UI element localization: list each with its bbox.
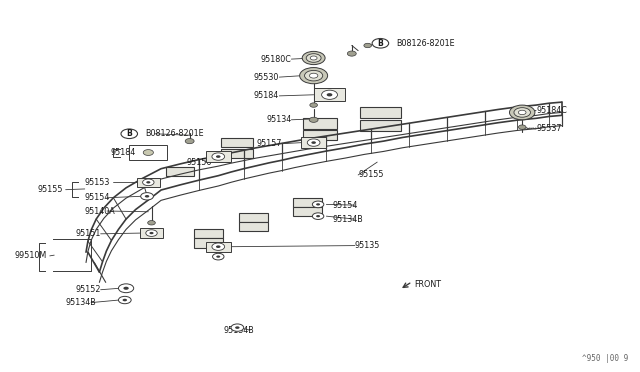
Bar: [293, 207, 321, 217]
Bar: [221, 138, 253, 147]
Bar: [221, 149, 253, 158]
Circle shape: [146, 230, 157, 236]
Circle shape: [312, 213, 324, 219]
Bar: [195, 229, 223, 238]
Bar: [303, 118, 337, 129]
Circle shape: [306, 54, 321, 62]
Bar: [137, 178, 160, 187]
Text: 95134B: 95134B: [223, 326, 254, 335]
Text: B: B: [378, 39, 383, 48]
Circle shape: [121, 129, 138, 138]
Circle shape: [212, 253, 224, 260]
Text: 95154: 95154: [84, 193, 110, 202]
Text: 95135: 95135: [355, 241, 380, 250]
Bar: [301, 137, 326, 148]
Circle shape: [143, 150, 154, 155]
Text: 95156: 95156: [186, 158, 212, 167]
Bar: [166, 167, 195, 176]
Circle shape: [364, 43, 371, 48]
Text: 95140A: 95140A: [84, 206, 115, 215]
Circle shape: [509, 105, 535, 120]
Circle shape: [150, 232, 154, 234]
Circle shape: [326, 93, 332, 96]
Circle shape: [118, 284, 134, 293]
Text: 95152: 95152: [76, 285, 100, 294]
Circle shape: [316, 203, 320, 206]
Text: 95151: 95151: [76, 229, 100, 238]
Circle shape: [310, 56, 317, 60]
Circle shape: [212, 153, 225, 160]
Text: 95530: 95530: [253, 73, 278, 82]
Circle shape: [309, 117, 318, 122]
Circle shape: [124, 287, 129, 290]
Circle shape: [316, 215, 320, 217]
Circle shape: [148, 221, 156, 225]
Circle shape: [118, 296, 131, 304]
Bar: [303, 130, 337, 140]
Text: B: B: [126, 129, 132, 138]
Text: 95134B: 95134B: [333, 215, 364, 224]
Text: 95134: 95134: [266, 115, 291, 124]
Circle shape: [141, 193, 154, 200]
Text: 95184: 95184: [110, 148, 136, 157]
Bar: [360, 120, 401, 131]
Circle shape: [514, 108, 531, 117]
Text: 95184C: 95184C: [536, 106, 567, 115]
Bar: [129, 145, 168, 160]
Bar: [239, 222, 268, 231]
Circle shape: [302, 51, 325, 65]
Text: 95537: 95537: [536, 125, 562, 134]
Bar: [239, 213, 268, 222]
Bar: [140, 228, 163, 238]
Circle shape: [310, 103, 317, 107]
Bar: [360, 107, 401, 118]
Circle shape: [300, 68, 328, 84]
Circle shape: [311, 141, 316, 144]
Text: 95154: 95154: [333, 201, 358, 210]
Text: ^950 |00 9: ^950 |00 9: [582, 354, 628, 363]
Circle shape: [185, 138, 194, 144]
Text: 99510M: 99510M: [15, 251, 47, 260]
Circle shape: [212, 243, 225, 250]
Circle shape: [123, 299, 127, 301]
Text: B08126-8201E: B08126-8201E: [396, 39, 455, 48]
Text: 95180C: 95180C: [260, 55, 291, 64]
Circle shape: [216, 256, 220, 258]
Bar: [293, 198, 321, 207]
Text: 95134B: 95134B: [66, 298, 97, 307]
Circle shape: [518, 110, 526, 115]
Text: 95155: 95155: [358, 170, 383, 179]
Circle shape: [216, 246, 221, 248]
Bar: [195, 238, 223, 248]
Text: B08126-8201E: B08126-8201E: [145, 129, 204, 138]
Circle shape: [143, 179, 154, 186]
Circle shape: [307, 139, 320, 146]
Circle shape: [216, 155, 221, 158]
Text: FRONT: FRONT: [414, 280, 441, 289]
Bar: [314, 88, 346, 101]
Circle shape: [231, 324, 244, 331]
Text: 95184: 95184: [253, 92, 278, 100]
Circle shape: [305, 70, 323, 81]
Text: 95155: 95155: [37, 185, 63, 194]
Circle shape: [518, 125, 526, 129]
Circle shape: [235, 326, 239, 329]
Bar: [205, 151, 231, 162]
Circle shape: [312, 201, 324, 208]
Text: 95153: 95153: [84, 178, 110, 187]
Circle shape: [145, 195, 149, 198]
Text: 95157: 95157: [257, 139, 282, 148]
Circle shape: [372, 38, 388, 48]
Circle shape: [348, 51, 356, 56]
Circle shape: [321, 90, 337, 99]
Bar: [205, 241, 231, 252]
Circle shape: [147, 181, 150, 183]
Circle shape: [310, 73, 318, 78]
